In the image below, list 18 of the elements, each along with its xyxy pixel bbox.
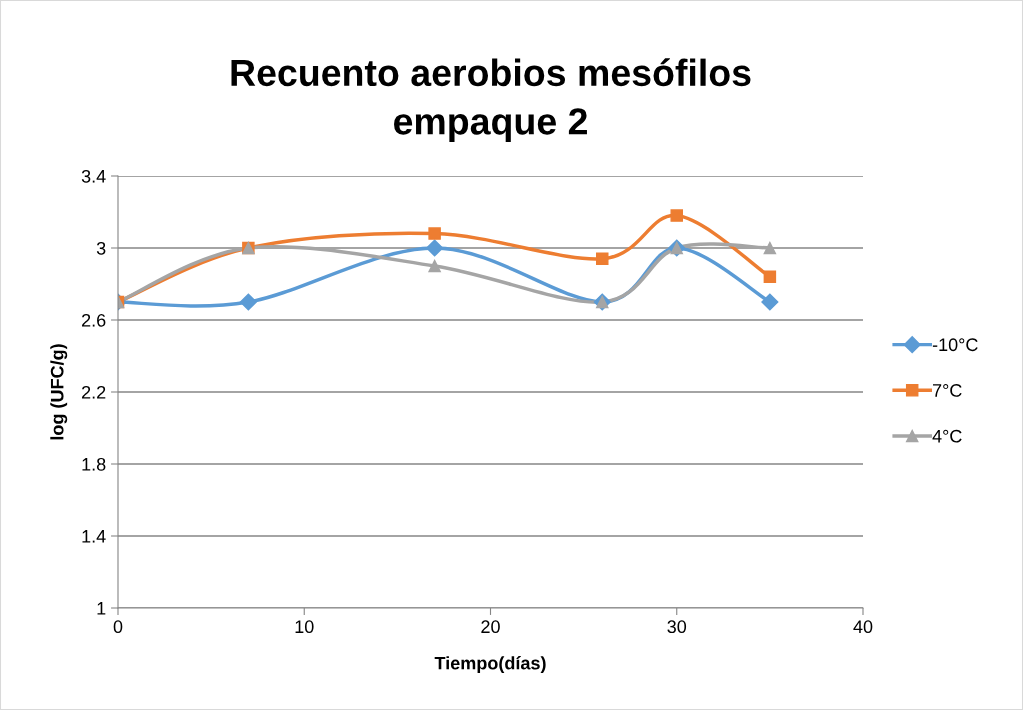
- y-tick-label: 3.4: [81, 169, 106, 183]
- y-tick-label: 2.6: [82, 313, 106, 327]
- x-tick-label: 40: [853, 620, 873, 634]
- legend-label: 7°C: [932, 384, 962, 397]
- x-tick-label: 30: [667, 620, 687, 634]
- chart-title: Recuento aerobios mesófilos empaque 2: [231, 58, 751, 143]
- legend-label: 4°C: [932, 429, 962, 443]
- legend-label: -10°C: [932, 338, 978, 352]
- y-tick-label: 1: [97, 602, 106, 615]
- y-tick-label: 2.2: [82, 385, 106, 399]
- y-axis-title: log (UFC/g): [50, 344, 68, 440]
- x-tick-label: 10: [295, 620, 314, 634]
- x-tick-label: 20: [481, 620, 500, 634]
- x-tick-label: 0: [113, 620, 123, 634]
- y-tick-label: 3: [96, 241, 106, 255]
- y-tick-label: 1.8: [82, 457, 106, 471]
- x-axis-title: Tiempo(días): [434, 656, 546, 674]
- y-tick-label: 1.4: [82, 530, 106, 543]
